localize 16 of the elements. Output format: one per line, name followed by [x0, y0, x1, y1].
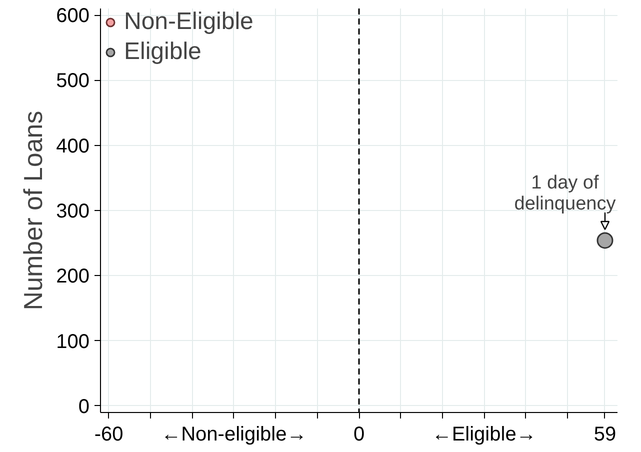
annotation: 1 day of delinquency [514, 172, 616, 214]
x-tick-label: ←Eligible→ [432, 424, 536, 446]
y-axis-title: Number of Loans [18, 110, 48, 310]
y-tick-label: 400 [56, 135, 90, 158]
y-tick-label: 100 [56, 330, 90, 353]
y-tick-label: 600 [56, 5, 90, 28]
x-tick-label: 0 [353, 424, 365, 446]
y-tick-label: 500 [56, 70, 90, 92]
y-tick-label: 200 [56, 266, 90, 288]
y-tick-label: 0 [78, 396, 90, 418]
x-tick-label: -60 [94, 424, 124, 446]
x-tick-label: 59 [594, 424, 616, 446]
legend-label: Non-Eligible [124, 8, 254, 36]
legend-label: Eligible [124, 38, 202, 66]
y-tick-label: 300 [56, 200, 90, 222]
x-tick-label: ←Non-eligible→ [161, 424, 307, 446]
